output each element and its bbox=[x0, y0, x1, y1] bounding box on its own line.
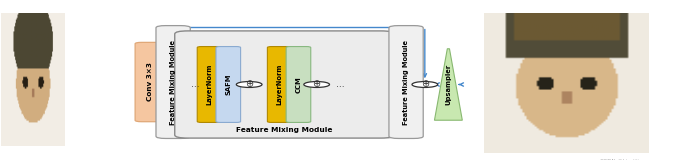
FancyBboxPatch shape bbox=[156, 26, 190, 138]
Text: Feature Mixing Module: Feature Mixing Module bbox=[170, 40, 176, 124]
FancyBboxPatch shape bbox=[175, 31, 395, 138]
FancyBboxPatch shape bbox=[389, 26, 423, 138]
Text: ...: ... bbox=[191, 80, 200, 89]
Text: LayerNorm: LayerNorm bbox=[276, 64, 283, 105]
Text: Feature Mixing Module: Feature Mixing Module bbox=[236, 127, 332, 133]
Text: CCM: CCM bbox=[296, 76, 301, 93]
Text: SAFM: SAFM bbox=[225, 74, 231, 95]
Text: Upsampler: Upsampler bbox=[446, 64, 451, 105]
FancyBboxPatch shape bbox=[216, 47, 240, 122]
Text: LayerNorm: LayerNorm bbox=[207, 64, 213, 105]
Polygon shape bbox=[435, 49, 462, 120]
Circle shape bbox=[304, 82, 330, 88]
Circle shape bbox=[412, 82, 437, 88]
Text: ⊕: ⊕ bbox=[245, 80, 253, 89]
Text: ...: ... bbox=[337, 80, 345, 89]
Text: Feature Mixing Module: Feature Mixing Module bbox=[403, 40, 409, 124]
FancyBboxPatch shape bbox=[197, 47, 222, 122]
Text: CSDN @Limiiiing: CSDN @Limiiiing bbox=[600, 159, 646, 160]
FancyBboxPatch shape bbox=[135, 42, 164, 122]
Text: Conv 3×3: Conv 3×3 bbox=[146, 63, 153, 101]
FancyBboxPatch shape bbox=[286, 47, 311, 122]
Text: ⊕: ⊕ bbox=[421, 80, 429, 89]
FancyBboxPatch shape bbox=[267, 47, 292, 122]
Circle shape bbox=[236, 82, 262, 88]
Text: ⊕: ⊕ bbox=[312, 80, 321, 89]
